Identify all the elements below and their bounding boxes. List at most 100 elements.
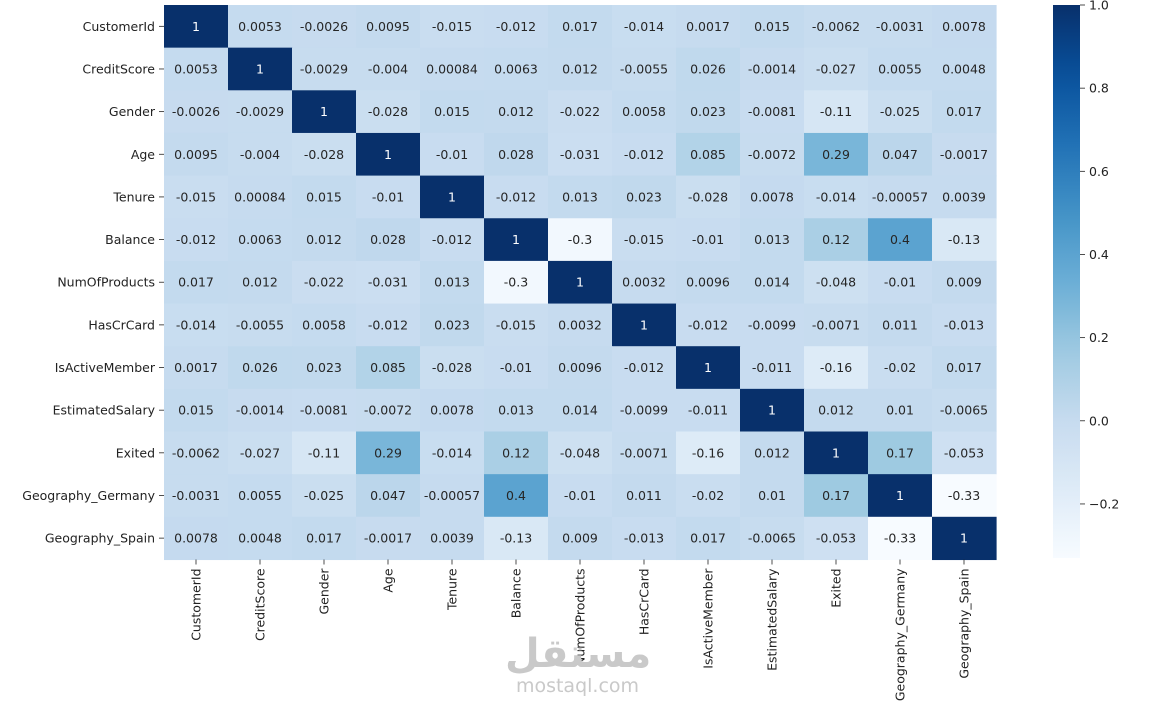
cell-annotation: -0.012	[688, 317, 728, 332]
colorbar-tick-label: 0.2	[1089, 330, 1109, 345]
heatmap-cell	[548, 346, 613, 390]
heatmap-cell	[676, 431, 741, 475]
cell-annotation: -0.0062	[172, 445, 220, 460]
cell-annotation: -0.004	[240, 147, 280, 162]
cell-annotation: -0.012	[432, 232, 472, 247]
heatmap-cell	[164, 90, 229, 134]
x-tick-label: Geography_Germany	[893, 568, 908, 701]
heatmap-cell	[932, 516, 997, 561]
cell-annotation: -0.0055	[620, 61, 668, 76]
cell-annotation: -0.012	[368, 317, 408, 332]
heatmap-cell	[484, 132, 549, 177]
y-tick-label: EstimatedSalary	[53, 403, 156, 418]
y-tick-label: NumOfProducts	[57, 275, 155, 290]
heatmap-cell	[420, 175, 485, 219]
cell-annotation: 0.0055	[238, 488, 282, 503]
colorbar-tick-label: 1.0	[1089, 0, 1109, 13]
heatmap-cell	[804, 132, 869, 177]
cell-annotation: -0.3	[504, 275, 528, 290]
heatmap-cell	[804, 218, 869, 262]
heatmap-cell	[164, 47, 229, 91]
heatmap-cell	[676, 175, 741, 219]
cell-annotation: 0.012	[242, 275, 278, 290]
cell-annotation: 0.0048	[942, 61, 986, 76]
heatmap-cell	[164, 175, 229, 219]
cell-annotation: 0.012	[818, 403, 854, 418]
heatmap-cell	[932, 132, 997, 177]
cell-annotation: -0.022	[304, 275, 344, 290]
y-tick-label: Geography_Germany	[22, 488, 155, 503]
heatmap-cell	[228, 346, 293, 390]
heatmap-cell	[740, 90, 805, 134]
heatmap-cell	[356, 346, 421, 390]
x-tick-label: CreditScore	[253, 568, 268, 641]
cell-annotation: 0.0053	[174, 61, 218, 76]
cell-annotation: 0.4	[890, 232, 910, 247]
cell-annotation: -0.13	[500, 531, 532, 546]
cell-annotation: -0.02	[884, 360, 916, 375]
heatmap-cell	[356, 5, 421, 49]
cell-annotation: 0.4	[506, 488, 526, 503]
heatmap-cell	[164, 303, 229, 347]
heatmap-cell	[868, 516, 933, 561]
cell-annotation: 1	[256, 61, 264, 76]
cell-annotation: 0.047	[882, 147, 918, 162]
cell-annotation: -0.015	[624, 232, 664, 247]
cell-annotation: 0.12	[502, 445, 530, 460]
heatmap-cell	[548, 175, 613, 219]
cell-annotation: -0.01	[564, 488, 596, 503]
heatmap-cell	[292, 90, 357, 134]
cell-annotation: 0.085	[370, 360, 406, 375]
y-tick-label: CreditScore	[82, 61, 155, 76]
cell-annotation: 0.023	[626, 189, 662, 204]
heatmap-cell	[356, 474, 421, 518]
cell-annotation: -0.0071	[812, 317, 860, 332]
cell-annotation: 0.023	[690, 104, 726, 119]
cell-annotation: -0.0029	[236, 104, 284, 119]
heatmap-cell	[292, 346, 357, 390]
heatmap-cell	[740, 175, 805, 219]
heatmap-cell	[612, 516, 677, 561]
heatmap-cell	[868, 260, 933, 305]
cell-annotation: -0.012	[496, 19, 536, 34]
cell-annotation: -0.01	[884, 275, 916, 290]
cell-annotation: -0.011	[688, 403, 728, 418]
heatmap-cell	[676, 474, 741, 518]
heatmap-cell	[868, 431, 933, 475]
heatmap-cell	[228, 303, 293, 347]
heatmap-cell	[740, 388, 805, 433]
cell-annotation: 0.0078	[750, 189, 794, 204]
cell-annotation: -0.0071	[620, 445, 668, 460]
heatmap-cell	[740, 303, 805, 347]
cell-annotation: -0.16	[692, 445, 724, 460]
cell-annotation: 0.017	[306, 531, 342, 546]
cell-annotation: -0.0099	[620, 403, 668, 418]
heatmap-cell	[164, 474, 229, 518]
heatmap-cell	[932, 90, 997, 134]
cell-annotation: 1	[704, 360, 712, 375]
cell-annotation: 1	[896, 488, 904, 503]
cell-annotation: -0.025	[880, 104, 920, 119]
heatmap-cell	[548, 516, 613, 561]
cell-annotation: 0.01	[886, 403, 914, 418]
heatmap-cell	[676, 5, 741, 49]
heatmap-cell	[420, 47, 485, 91]
cell-annotation: 1	[320, 104, 328, 119]
cell-annotation: 0.0039	[430, 531, 474, 546]
cell-annotation: 1	[576, 275, 584, 290]
heatmap-cell	[932, 260, 997, 305]
heatmap-cell	[292, 5, 357, 49]
cell-annotation: 0.17	[822, 488, 850, 503]
heatmap-cell	[484, 260, 549, 305]
heatmap-cell	[228, 5, 293, 49]
cell-annotation: -0.11	[820, 104, 852, 119]
cell-annotation: -0.014	[176, 317, 216, 332]
heatmap-cell	[164, 431, 229, 475]
heatmap-cell	[292, 47, 357, 91]
heatmap-cell	[420, 516, 485, 561]
heatmap-cell	[612, 346, 677, 390]
cell-annotation: -0.031	[560, 147, 600, 162]
heatmap-cell	[740, 516, 805, 561]
heatmap-cell	[356, 303, 421, 347]
heatmap-cell	[740, 47, 805, 91]
